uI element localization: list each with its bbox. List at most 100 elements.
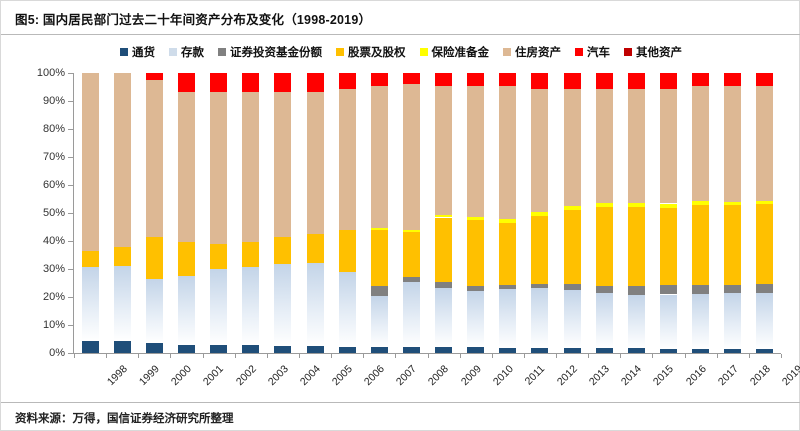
y-tick-label: 0% — [49, 347, 65, 359]
bar-segment — [627, 89, 645, 203]
x-tick-label: 2008 — [426, 363, 452, 389]
bar-segment — [595, 285, 613, 293]
bar-column[interactable] — [563, 73, 581, 353]
legend-item[interactable]: 住房资产 — [503, 44, 561, 60]
bar-segment — [435, 86, 453, 215]
bar-segment — [81, 251, 99, 267]
x-tick-mark — [266, 354, 268, 358]
bar-segment — [306, 73, 324, 93]
bar-segment — [402, 346, 420, 353]
y-tick-label: 80% — [42, 123, 65, 135]
x-tick-label: 2015 — [651, 363, 677, 389]
bar-segment — [242, 91, 260, 242]
bar-segment — [145, 343, 163, 353]
y-tick-label: 70% — [42, 151, 65, 163]
y-tick-label: 60% — [42, 179, 65, 191]
bar-column[interactable] — [145, 73, 163, 353]
bar-segment — [499, 222, 517, 285]
bar-segment — [595, 347, 613, 353]
legend-swatch-icon — [575, 48, 583, 56]
bar-column[interactable] — [177, 73, 195, 353]
bar-column[interactable] — [692, 73, 710, 353]
bar-column[interactable] — [306, 73, 324, 353]
x-tick-label: 2000 — [169, 363, 195, 389]
x-tick-mark — [234, 354, 236, 358]
bar-column[interactable] — [595, 73, 613, 353]
legend-swatch-icon — [169, 48, 177, 56]
bar-segment — [724, 284, 742, 294]
x-tick-mark — [298, 354, 300, 358]
bar-column[interactable] — [531, 73, 549, 353]
y-tick-mark — [68, 297, 73, 298]
bar-column[interactable] — [499, 73, 517, 353]
bar-column[interactable] — [370, 73, 388, 353]
bar-segment — [145, 279, 163, 344]
bar-segment — [756, 284, 774, 293]
figure-footer: 资料来源：万得，国信证券经济研究所整理 — [1, 402, 800, 430]
legend-item[interactable]: 证券投资基金份额 — [218, 44, 322, 60]
x-tick-label: 2009 — [458, 363, 484, 389]
bar-segment — [402, 232, 420, 278]
y-tick-label: 10% — [42, 319, 65, 331]
bar-segment — [81, 340, 99, 353]
bar-column[interactable] — [274, 73, 292, 353]
bar-column[interactable] — [724, 73, 742, 353]
bar-column[interactable] — [242, 73, 260, 353]
legend-swatch-icon — [419, 48, 428, 56]
bar-segment — [177, 242, 195, 276]
bar-segment — [467, 220, 485, 286]
bar-segment — [435, 287, 453, 348]
figure-title-bar: 图5: 国内居民部门过去二十年间资产分布及变化（1998-2019） — [1, 1, 800, 35]
bar-segment — [210, 92, 228, 244]
bar-column[interactable] — [402, 73, 420, 353]
x-tick-mark — [716, 354, 718, 358]
bar-segment — [370, 227, 388, 230]
x-tick-mark — [138, 354, 140, 358]
x-tick-label: 2012 — [554, 363, 580, 389]
legend-item[interactable]: 汽车 — [575, 44, 610, 60]
bar-segment — [692, 200, 710, 205]
x-tick-mark — [684, 354, 686, 358]
bar-column[interactable] — [756, 73, 774, 353]
x-tick-mark — [331, 354, 333, 358]
bar-segment — [402, 229, 420, 233]
bar-segment — [145, 73, 163, 80]
bar-segment — [660, 285, 678, 295]
legend-item[interactable]: 通货 — [120, 44, 155, 60]
bar-column[interactable] — [113, 73, 131, 353]
y-tick-label: 50% — [42, 207, 65, 219]
legend-item[interactable]: 保险准备金 — [419, 44, 489, 60]
x-tick-mark — [74, 354, 75, 358]
bar-column[interactable] — [660, 73, 678, 353]
legend-item[interactable]: 股票及股权 — [336, 44, 406, 60]
bar-segment — [274, 91, 292, 237]
bar-segment — [210, 268, 228, 345]
bar-segment — [660, 73, 678, 90]
legend-item[interactable]: 存款 — [169, 44, 204, 60]
x-tick-label: 2014 — [619, 363, 645, 389]
bar-column[interactable] — [627, 73, 645, 353]
bar-column[interactable] — [81, 73, 99, 353]
bar-segment — [435, 282, 453, 288]
bar-segment — [563, 89, 581, 206]
bar-segment — [338, 73, 356, 90]
bar-segment — [402, 282, 420, 347]
bar-column[interactable] — [435, 73, 453, 353]
bar-segment — [531, 288, 549, 348]
legend-swatch-icon — [336, 48, 344, 56]
bar-segment — [370, 229, 388, 287]
legend-item-label: 证券投资基金份额 — [230, 47, 322, 59]
bar-segment — [435, 347, 453, 353]
y-tick-label: 40% — [42, 235, 65, 247]
x-tick-mark — [170, 354, 172, 358]
bar-column[interactable] — [338, 73, 356, 353]
bar-segment — [499, 219, 517, 223]
x-tick-mark — [202, 354, 204, 358]
bar-segment — [724, 205, 742, 285]
legend-item[interactable]: 其他资产 — [624, 44, 682, 60]
bar-segment — [210, 344, 228, 353]
bar-column[interactable] — [467, 73, 485, 353]
bar-segment — [210, 243, 228, 269]
bar-column[interactable] — [210, 73, 228, 353]
y-tick-mark — [68, 269, 73, 270]
